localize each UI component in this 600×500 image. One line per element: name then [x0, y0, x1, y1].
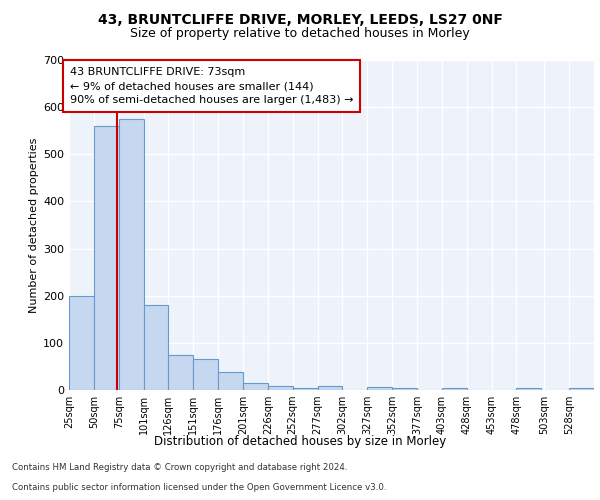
Bar [94, 126, 119, 390]
Bar [367, 386, 392, 390]
Text: 43 BRUNTCLIFFE DRIVE: 73sqm
← 9% of detached houses are smaller (144)
90% of sem: 43 BRUNTCLIFFE DRIVE: 73sqm ← 9% of deta… [70, 67, 353, 105]
Bar [69, 296, 94, 390]
Bar [317, 386, 343, 390]
Bar [119, 119, 143, 390]
Bar [143, 305, 169, 390]
Bar [243, 383, 268, 390]
Text: 43, BRUNTCLIFFE DRIVE, MORLEY, LEEDS, LS27 0NF: 43, BRUNTCLIFFE DRIVE, MORLEY, LEEDS, LS… [98, 12, 502, 26]
Bar [218, 372, 243, 390]
Y-axis label: Number of detached properties: Number of detached properties [29, 138, 39, 312]
Bar [517, 388, 541, 390]
Bar [169, 354, 193, 390]
Bar [442, 388, 467, 390]
Text: Distribution of detached houses by size in Morley: Distribution of detached houses by size … [154, 435, 446, 448]
Text: Contains HM Land Registry data © Crown copyright and database right 2024.: Contains HM Land Registry data © Crown c… [12, 464, 347, 472]
Bar [569, 388, 594, 390]
Bar [193, 360, 218, 390]
Bar [268, 386, 293, 390]
Text: Contains public sector information licensed under the Open Government Licence v3: Contains public sector information licen… [12, 484, 386, 492]
Bar [392, 388, 417, 390]
Text: Size of property relative to detached houses in Morley: Size of property relative to detached ho… [130, 28, 470, 40]
Bar [293, 388, 317, 390]
